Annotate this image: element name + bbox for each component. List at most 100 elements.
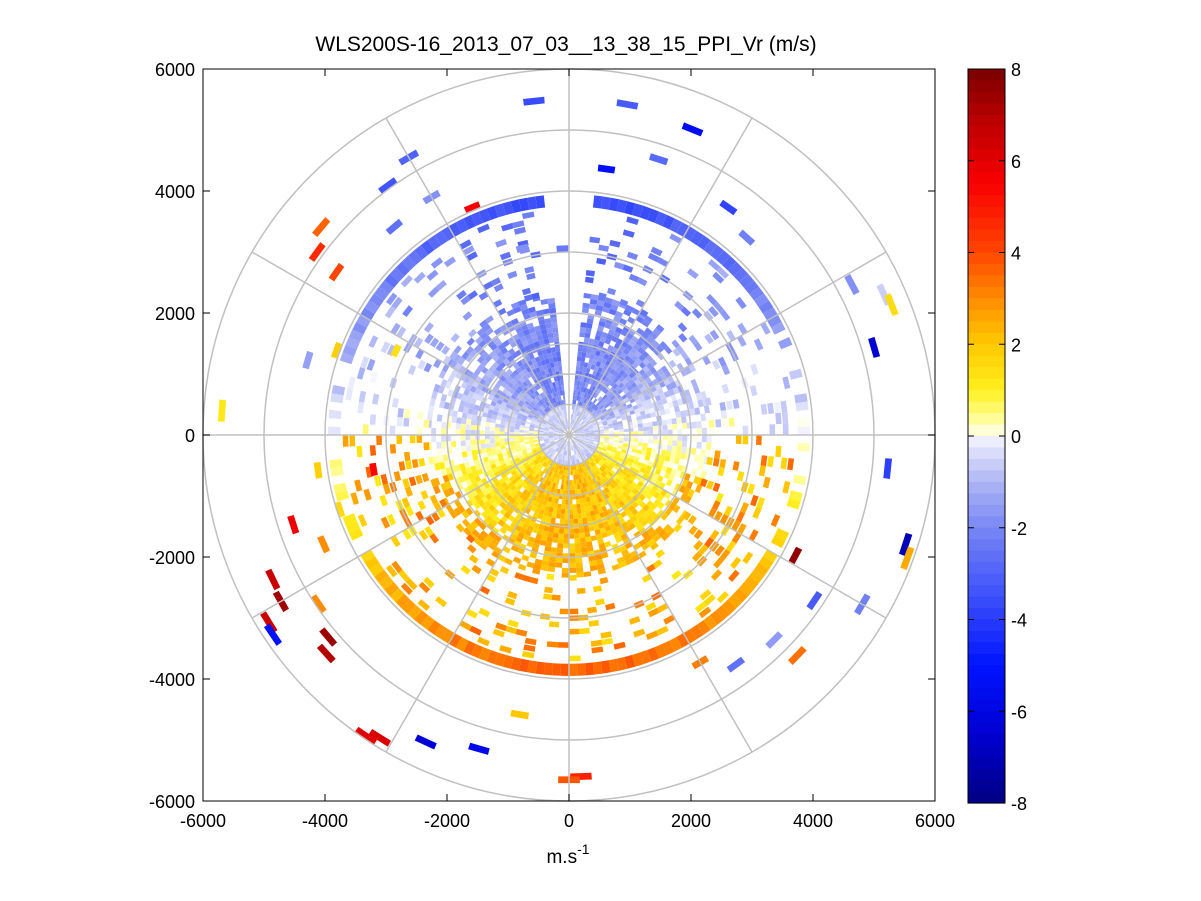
velocity-cell <box>604 338 612 345</box>
velocity-cell <box>510 544 519 552</box>
azimuth-spoke <box>251 251 570 436</box>
velocity-cell <box>693 476 701 485</box>
velocity-cell <box>521 417 527 422</box>
colorbar-segment <box>968 642 1005 655</box>
velocity-cell <box>549 556 557 563</box>
velocity-cell <box>576 469 580 475</box>
velocity-cell <box>620 478 627 485</box>
velocity-cell <box>576 572 584 578</box>
velocity-cell <box>569 533 575 539</box>
velocity-cell <box>844 274 860 295</box>
velocity-cell <box>598 427 604 431</box>
velocity-cell <box>638 501 647 509</box>
velocity-cell <box>663 460 670 467</box>
velocity-cell <box>379 280 394 295</box>
velocity-cell <box>516 470 523 476</box>
velocity-cell <box>605 416 612 421</box>
velocity-cell <box>594 529 601 536</box>
velocity-cell <box>775 445 782 458</box>
velocity-cell <box>552 532 559 539</box>
velocity-cell <box>582 449 588 454</box>
velocity-cell <box>615 450 622 455</box>
velocity-cell <box>592 442 598 446</box>
velocity-cell <box>550 347 556 353</box>
velocity-cell <box>585 447 590 452</box>
velocity-cell <box>287 515 300 535</box>
velocity-cell <box>654 394 662 402</box>
velocity-cell <box>598 244 610 252</box>
velocity-cell <box>379 494 388 507</box>
velocity-cell <box>641 511 650 520</box>
velocity-cell <box>555 457 559 463</box>
velocity-cell <box>594 464 600 471</box>
velocity-cell <box>613 531 621 539</box>
velocity-cell <box>571 424 574 430</box>
velocity-cell <box>335 490 350 502</box>
velocity-cell <box>696 620 711 635</box>
velocity-cell <box>647 208 660 223</box>
velocity-cell <box>519 383 526 390</box>
velocity-cell <box>577 473 581 480</box>
velocity-cell <box>553 437 559 440</box>
velocity-cell <box>423 576 435 589</box>
velocity-cell <box>538 431 544 434</box>
velocity-cell <box>583 487 588 493</box>
velocity-cell <box>806 591 823 611</box>
velocity-cell <box>615 490 623 497</box>
velocity-cell <box>697 462 704 471</box>
velocity-cell <box>514 426 520 430</box>
velocity-cell <box>513 226 526 235</box>
velocity-cell <box>534 356 541 363</box>
velocity-cell <box>603 510 610 517</box>
velocity-cell <box>465 499 474 508</box>
velocity-cell <box>638 431 644 435</box>
velocity-cell <box>528 461 534 467</box>
velocity-cell <box>534 473 540 480</box>
velocity-cell <box>640 519 649 527</box>
velocity-cell <box>797 443 810 452</box>
velocity-cell <box>461 394 468 402</box>
velocity-cell <box>576 508 582 514</box>
velocity-cell <box>703 405 710 414</box>
velocity-cell <box>455 218 469 233</box>
velocity-cell <box>556 396 560 402</box>
velocity-cell <box>509 405 516 411</box>
velocity-cell <box>597 461 603 467</box>
colorbar-segment <box>968 401 1005 414</box>
velocity-cell <box>571 445 574 451</box>
velocity-cell <box>589 479 594 486</box>
velocity-cell <box>470 439 476 446</box>
velocity-cell <box>502 522 510 531</box>
velocity-cell <box>645 601 657 612</box>
velocity-cell <box>602 520 610 528</box>
velocity-cell <box>477 363 485 372</box>
velocity-cell <box>510 446 516 451</box>
velocity-cell <box>641 331 650 340</box>
velocity-cell <box>604 396 610 402</box>
velocity-cell <box>516 496 523 504</box>
velocity-cell <box>411 459 419 469</box>
velocity-cell <box>558 432 563 434</box>
velocity-cell <box>538 365 545 372</box>
velocity-cell <box>490 400 497 407</box>
velocity-cell <box>596 420 602 425</box>
velocity-cell <box>681 422 688 430</box>
velocity-cell <box>547 511 553 518</box>
velocity-cell <box>510 394 517 400</box>
velocity-cell <box>471 211 484 226</box>
velocity-cell <box>554 396 559 402</box>
velocity-cell <box>588 525 595 532</box>
velocity-cell <box>694 601 708 613</box>
colorbar-tick-label: -6 <box>1011 702 1027 722</box>
velocity-cell <box>538 464 544 471</box>
velocity-cell <box>541 454 547 459</box>
colorbar-segment <box>968 424 1005 437</box>
velocity-cell <box>364 556 380 570</box>
velocity-cell <box>533 485 540 491</box>
velocity-cell <box>521 211 535 219</box>
velocity-cell <box>581 414 586 419</box>
velocity-cell <box>565 499 569 505</box>
velocity-cell <box>618 500 625 508</box>
velocity-cell <box>575 405 579 411</box>
velocity-cell <box>526 390 533 397</box>
